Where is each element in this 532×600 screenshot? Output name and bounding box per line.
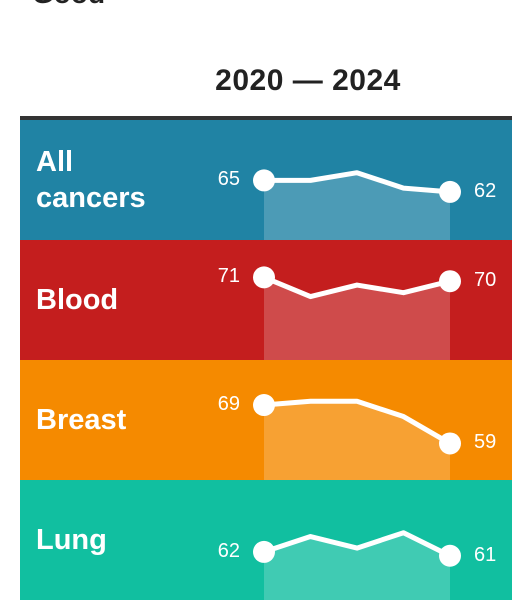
period-heading: 2020 — 2024: [215, 64, 401, 97]
sparkline: [253, 394, 461, 480]
end-point: [439, 180, 461, 203]
start-value-label: 69: [217, 393, 240, 416]
start-point: [253, 540, 275, 563]
row-breast: Breast 69 59: [20, 360, 512, 480]
sparkline-line: [261, 398, 453, 446]
row-label-line: All: [36, 146, 74, 178]
row-label: All cancers: [36, 120, 206, 240]
row-label: Lung: [36, 480, 206, 600]
previous-section-heading: Good: [32, 0, 105, 10]
end-value-label: 62: [474, 179, 497, 202]
row-label: Blood: [36, 240, 206, 360]
sparkline: [253, 266, 461, 360]
end-value-label: 59: [474, 431, 497, 454]
end-value-label: 70: [474, 269, 497, 292]
sparkline-area: [264, 401, 450, 480]
row-label-line: Blood: [36, 284, 119, 316]
row-label-line: Breast: [36, 404, 127, 436]
sparkline-line: [261, 170, 453, 195]
end-point: [439, 432, 461, 455]
row-all-cancers: All cancers 65 62: [20, 120, 512, 240]
start-point: [253, 169, 275, 192]
row-blood: Blood 71 70: [20, 240, 512, 360]
sparkline: [253, 169, 461, 240]
row-label-line: Lung: [36, 524, 107, 556]
row-label: Breast: [36, 360, 206, 480]
start-value-label: 65: [217, 168, 240, 191]
sparkline-line: [261, 274, 453, 300]
row-lung: Lung 62 61: [20, 480, 512, 600]
end-point: [439, 270, 461, 293]
start-point: [253, 266, 275, 289]
row-label-line: cancers: [36, 182, 146, 214]
start-value-label: 71: [217, 265, 240, 288]
start-point: [253, 394, 275, 417]
end-value-label: 61: [474, 543, 497, 566]
sparkline-rows: All cancers 65 62 Blood 71 70 Breast 69 …: [20, 120, 512, 600]
header-rule: [20, 116, 512, 120]
start-value-label: 62: [217, 539, 240, 562]
end-point: [439, 544, 461, 567]
